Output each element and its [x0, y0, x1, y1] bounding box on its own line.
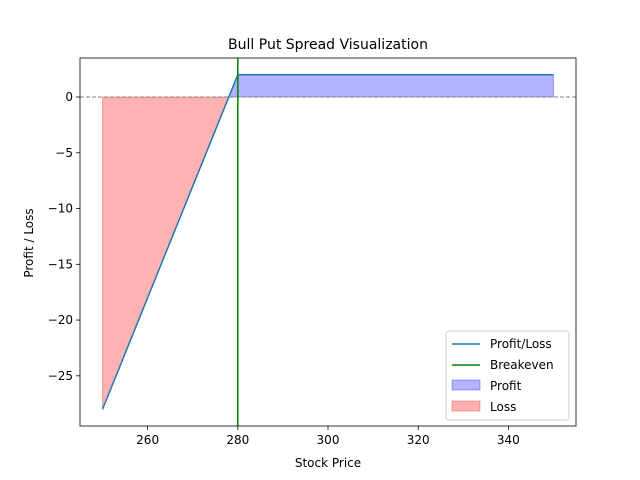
y-tick-label: −15 — [48, 257, 73, 271]
legend-label-breakeven: Breakeven — [490, 358, 554, 372]
x-tick-label: 340 — [497, 433, 520, 447]
legend-swatch-loss — [451, 400, 481, 412]
y-tick-label: −25 — [48, 369, 73, 383]
x-tick-label: 280 — [226, 433, 249, 447]
x-tick-label: 260 — [136, 433, 159, 447]
legend-swatch-profit — [451, 379, 481, 391]
y-tick-label: −20 — [48, 313, 73, 327]
y-axis-label: Profit / Loss — [22, 208, 36, 277]
profit-fill-area — [228, 74, 554, 98]
plot-area: 260 280 300 320 340 −25 −20 −15 −10 −5 0 — [48, 57, 577, 447]
legend-label-loss: Loss — [490, 400, 516, 414]
y-tick-label: 0 — [65, 90, 73, 104]
y-tick-label: −5 — [55, 146, 73, 160]
chart-title: Bull Put Spread Visualization — [228, 37, 428, 53]
x-axis-label: Stock Price — [295, 456, 361, 470]
legend: Profit/Loss Breakeven Profit Loss — [445, 330, 570, 421]
y-tick-label: −10 — [48, 202, 73, 216]
legend-box — [445, 330, 570, 421]
x-tick-label: 300 — [317, 433, 340, 447]
profit-loss-line — [101, 73, 554, 410]
legend-label-profit-loss: Profit/Loss — [490, 337, 552, 351]
x-tick-label: 320 — [407, 433, 430, 447]
legend-label-profit: Profit — [490, 379, 522, 393]
